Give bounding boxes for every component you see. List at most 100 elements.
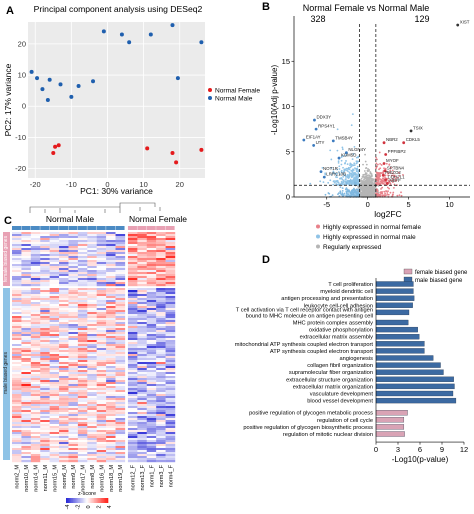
heatmap-cell — [115, 350, 126, 353]
heatmap-cell — [68, 284, 79, 287]
volcano-point-regular — [364, 172, 367, 174]
heatmap-cell — [127, 390, 138, 393]
heatmap-cell — [21, 356, 32, 359]
heatmap-cell — [30, 270, 41, 273]
heatmap-cell — [156, 268, 166, 271]
heatmap-cell — [12, 384, 22, 387]
heatmap-cell — [115, 278, 126, 281]
heatmap-cell — [49, 368, 60, 371]
heatmap-cell — [40, 346, 50, 349]
heatmap-cell — [127, 262, 138, 265]
volcano-point-regular — [371, 194, 374, 196]
heatmap-cell — [49, 324, 60, 327]
heatmap-cell — [127, 372, 138, 375]
heatmap-cell — [156, 256, 166, 259]
heatmap-cell — [12, 324, 22, 327]
heatmap-cell — [30, 256, 41, 259]
heatmap-cell — [40, 334, 50, 337]
colorbar-segment — [75, 498, 78, 503]
heatmap-cell — [59, 244, 69, 247]
heatmap-cell — [156, 442, 166, 445]
heatmap-cell — [96, 280, 107, 283]
heatmap-cell — [96, 244, 107, 247]
volcano-point-female — [380, 180, 382, 183]
heatmap-cell — [21, 274, 32, 277]
heatmap-cell — [156, 396, 166, 399]
heatmap-cell — [40, 416, 50, 419]
heatmap-cell — [156, 336, 166, 339]
pca-point-male — [119, 32, 124, 37]
heatmap-cell — [40, 254, 50, 257]
heatmap-cell — [30, 282, 41, 285]
volcano-labeled-point — [383, 169, 387, 173]
heatmap-cell — [87, 422, 97, 425]
heatmap-cell — [49, 428, 60, 431]
heatmap-cell — [59, 426, 69, 429]
heatmap-cell — [12, 280, 22, 283]
pca-xtick-label: 0 — [105, 180, 109, 189]
heatmap-cell — [127, 278, 138, 281]
heatmap-cell — [96, 380, 107, 383]
heatmap-cell — [165, 390, 176, 393]
heatmap-cell — [106, 394, 116, 397]
heatmap-cell — [156, 258, 166, 261]
heatmap-column-annotation — [106, 226, 116, 230]
heatmap-cell — [30, 332, 41, 335]
volcano-point-male — [353, 162, 356, 165]
heatmap-cell — [21, 264, 32, 267]
heatmap-cell — [87, 248, 97, 251]
heatmap-cell — [12, 296, 22, 299]
heatmap-cell — [59, 352, 69, 355]
heatmap-cell — [115, 238, 126, 241]
panel-label-b: B — [262, 1, 270, 13]
heatmap-cell — [12, 372, 22, 375]
heatmap-cell — [59, 332, 69, 335]
heatmap-cell — [87, 340, 97, 343]
pca-plot-area — [28, 22, 205, 178]
heatmap-cell — [77, 320, 88, 323]
heatmap-cell — [156, 376, 166, 379]
heatmap-cell — [165, 304, 176, 307]
heatmap-cell — [137, 302, 147, 305]
volcano-point-male — [336, 168, 338, 171]
heatmap-cell — [106, 282, 116, 285]
heatmap-cell — [87, 270, 97, 273]
heatmap-cell — [165, 432, 176, 435]
heatmap-cell — [40, 408, 50, 411]
heatmap-cell — [30, 304, 41, 307]
heatmap-cell — [77, 382, 88, 385]
colorbar-tick-label: 2 — [97, 505, 103, 508]
heatmap-cell — [106, 348, 116, 351]
go-xtick-label: 3 — [396, 445, 400, 454]
heatmap-cell — [146, 344, 157, 347]
heatmap-cell — [96, 252, 107, 255]
volcano-point-male — [348, 180, 351, 183]
heatmap-cell — [77, 304, 88, 307]
heatmap-cell — [12, 232, 22, 235]
heatmap-cell — [127, 436, 138, 439]
heatmap-cell — [77, 308, 88, 311]
heatmap-cell — [115, 316, 126, 319]
heatmap-cell — [49, 312, 60, 315]
heatmap-cell — [146, 330, 157, 333]
heatmap-cell — [156, 282, 166, 285]
heatmap-cell — [87, 318, 97, 321]
heatmap-cell — [137, 236, 147, 239]
heatmap-cell — [77, 398, 88, 401]
heatmap-cell — [106, 336, 116, 339]
heatmap-cell — [68, 364, 79, 367]
heatmap-cell — [77, 246, 88, 249]
heatmap-cell — [12, 396, 22, 399]
heatmap-cell — [12, 408, 22, 411]
heatmap-cell — [146, 276, 157, 279]
volcano-ytick-label: 0 — [286, 193, 290, 202]
heatmap-cell — [165, 438, 176, 441]
heatmap-cell — [165, 392, 176, 395]
heatmap-cell — [40, 450, 50, 453]
heatmap-cell — [40, 446, 50, 449]
heatmap-cell — [49, 392, 60, 395]
heatmap-cell — [21, 424, 32, 427]
heatmap-cell — [77, 364, 88, 367]
heatmap-cell — [156, 238, 166, 241]
